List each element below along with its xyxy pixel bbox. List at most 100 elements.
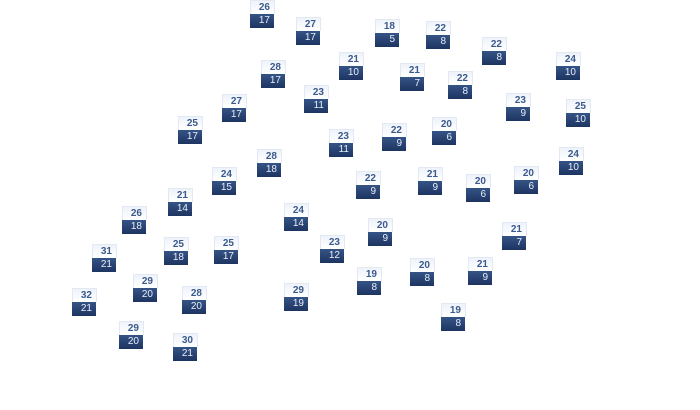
temperature-marker[interactable]: 26 18 [122, 206, 147, 234]
high-temperature: 20 [368, 218, 393, 232]
temperature-marker[interactable]: 24 10 [559, 147, 584, 175]
low-temperature: 21 [173, 347, 197, 361]
temperature-marker[interactable]: 25 17 [178, 116, 203, 144]
high-temperature: 21 [168, 188, 193, 202]
temperature-marker[interactable]: 21 9 [468, 257, 493, 285]
low-temperature: 11 [304, 99, 328, 113]
low-temperature: 8 [357, 281, 381, 295]
low-temperature: 10 [556, 66, 580, 80]
low-temperature: 6 [466, 188, 490, 202]
high-temperature: 24 [556, 52, 581, 66]
low-temperature: 20 [182, 300, 206, 314]
temperature-marker[interactable]: 24 14 [284, 203, 309, 231]
temperature-marker[interactable]: 20 8 [410, 258, 435, 286]
high-temperature: 25 [566, 99, 591, 113]
low-temperature: 19 [284, 297, 308, 311]
low-temperature: 8 [482, 51, 506, 65]
low-temperature: 9 [356, 185, 380, 199]
low-temperature: 17 [296, 31, 320, 45]
temperature-marker[interactable]: 22 8 [448, 71, 473, 99]
high-temperature: 21 [468, 257, 493, 271]
high-temperature: 21 [400, 63, 425, 77]
low-temperature: 9 [418, 181, 442, 195]
temperature-marker[interactable]: 28 17 [261, 60, 286, 88]
high-temperature: 22 [426, 21, 451, 35]
high-temperature: 24 [284, 203, 309, 217]
temperature-marker[interactable]: 29 19 [284, 283, 309, 311]
low-temperature: 18 [122, 220, 146, 234]
temperature-marker[interactable]: 21 14 [168, 188, 193, 216]
temperature-marker[interactable]: 19 8 [441, 303, 466, 331]
temperature-marker[interactable]: 26 17 [250, 0, 275, 28]
temperature-marker[interactable]: 23 11 [329, 129, 354, 157]
temperature-marker[interactable]: 25 10 [566, 99, 591, 127]
low-temperature: 18 [257, 163, 281, 177]
temperature-marker[interactable]: 20 6 [466, 174, 491, 202]
temperature-marker[interactable]: 20 6 [514, 166, 539, 194]
high-temperature: 23 [329, 129, 354, 143]
temperature-marker[interactable]: 27 17 [296, 17, 321, 45]
low-temperature: 14 [284, 217, 308, 231]
high-temperature: 32 [72, 288, 97, 302]
low-temperature: 8 [410, 272, 434, 286]
high-temperature: 25 [214, 236, 239, 250]
low-temperature: 11 [329, 143, 353, 157]
temperature-marker[interactable]: 20 6 [432, 117, 457, 145]
temperature-marker[interactable]: 25 18 [164, 237, 189, 265]
temperature-marker[interactable]: 32 21 [72, 288, 97, 316]
low-temperature: 20 [133, 288, 157, 302]
low-temperature: 9 [506, 107, 530, 121]
temperature-marker[interactable]: 22 8 [482, 37, 507, 65]
low-temperature: 10 [339, 66, 363, 80]
temperature-marker[interactable]: 31 21 [92, 244, 117, 272]
temperature-marker[interactable]: 22 8 [426, 21, 451, 49]
high-temperature: 20 [514, 166, 539, 180]
low-temperature: 9 [368, 232, 392, 246]
low-temperature: 6 [432, 131, 456, 145]
temperature-marker[interactable]: 29 20 [119, 321, 144, 349]
high-temperature: 31 [92, 244, 117, 258]
temperature-marker[interactable]: 28 18 [257, 149, 282, 177]
temperature-marker[interactable]: 21 7 [400, 63, 425, 91]
high-temperature: 29 [284, 283, 309, 297]
low-temperature: 20 [119, 335, 143, 349]
temperature-marker[interactable]: 24 15 [212, 167, 237, 195]
high-temperature: 18 [375, 19, 400, 33]
temperature-marker[interactable]: 30 21 [173, 333, 198, 361]
low-temperature: 8 [448, 85, 472, 99]
low-temperature: 15 [212, 181, 236, 195]
low-temperature: 12 [320, 249, 344, 263]
high-temperature: 21 [502, 222, 527, 236]
temperature-marker[interactable]: 19 8 [357, 267, 382, 295]
low-temperature: 8 [441, 317, 465, 331]
temperature-marker[interactable]: 23 12 [320, 235, 345, 263]
high-temperature: 28 [261, 60, 286, 74]
temperature-marker[interactable]: 23 9 [506, 93, 531, 121]
temperature-marker[interactable]: 22 9 [382, 123, 407, 151]
high-temperature: 21 [418, 167, 443, 181]
temperature-marker[interactable]: 24 10 [556, 52, 581, 80]
high-temperature: 25 [178, 116, 203, 130]
low-temperature: 18 [164, 251, 188, 265]
high-temperature: 26 [250, 0, 275, 14]
temperature-marker[interactable]: 20 9 [368, 218, 393, 246]
temperature-marker[interactable]: 21 9 [418, 167, 443, 195]
temperature-marker[interactable]: 28 20 [182, 286, 207, 314]
temperature-marker[interactable]: 21 7 [502, 222, 527, 250]
temperature-marker[interactable]: 25 17 [214, 236, 239, 264]
high-temperature: 29 [119, 321, 144, 335]
temperature-marker[interactable]: 29 20 [133, 274, 158, 302]
high-temperature: 22 [382, 123, 407, 137]
temperature-marker[interactable]: 18 5 [375, 19, 400, 47]
temperature-marker[interactable]: 27 17 [222, 94, 247, 122]
low-temperature: 6 [514, 180, 538, 194]
temperature-marker[interactable]: 22 9 [356, 171, 381, 199]
temperature-marker[interactable]: 21 10 [339, 52, 364, 80]
high-temperature: 24 [559, 147, 584, 161]
high-temperature: 27 [222, 94, 247, 108]
low-temperature: 10 [566, 113, 590, 127]
high-temperature: 23 [304, 85, 329, 99]
temperature-marker[interactable]: 23 11 [304, 85, 329, 113]
high-temperature: 23 [320, 235, 345, 249]
